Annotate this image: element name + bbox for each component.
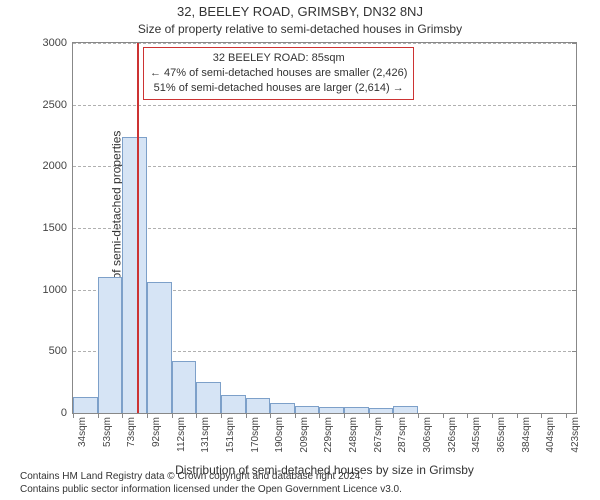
- histogram-bar: [246, 398, 271, 413]
- x-tick-label: 209sqm: [299, 417, 310, 465]
- x-tick-label: 92sqm: [151, 417, 162, 465]
- x-tick-label: 170sqm: [250, 417, 261, 465]
- histogram-bar: [344, 407, 369, 413]
- x-tick-label: 131sqm: [200, 417, 211, 465]
- y-tick-label: 0: [61, 407, 73, 419]
- x-tick-label: 326sqm: [447, 417, 458, 465]
- x-tick-label: 384sqm: [521, 417, 532, 465]
- y-tick-label: 2500: [43, 99, 73, 111]
- page-title: 32, BEELEY ROAD, GRIMSBY, DN32 8NJ: [0, 4, 600, 19]
- histogram-bar: [221, 395, 246, 414]
- x-tick-label: 345sqm: [471, 417, 482, 465]
- histogram-bar: [147, 282, 172, 413]
- x-tick-label: 287sqm: [397, 417, 408, 465]
- y-tick-label: 1000: [43, 284, 73, 296]
- annotation-line: 32 BEELEY ROAD: 85sqm: [150, 51, 407, 66]
- x-tick-label: 404sqm: [545, 417, 556, 465]
- grid-line: [73, 228, 576, 229]
- histogram-bar: [319, 407, 344, 413]
- histogram-bar: [122, 137, 147, 413]
- x-tick-label: 151sqm: [225, 417, 236, 465]
- y-tick-label: 500: [49, 345, 73, 357]
- attribution-footer: Contains HM Land Registry data © Crown c…: [20, 470, 402, 496]
- chart-subtitle: Size of property relative to semi-detach…: [0, 22, 600, 36]
- x-tick-label: 423sqm: [570, 417, 581, 465]
- footer-line-2: Contains public sector information licen…: [20, 483, 402, 496]
- histogram-bar: [98, 277, 123, 413]
- footer-line-1: Contains HM Land Registry data © Crown c…: [20, 470, 402, 483]
- reference-line: [137, 43, 139, 413]
- annotation-line: ← 47% of semi-detached houses are smalle…: [150, 66, 407, 81]
- chart-plot-area: Number of semi-detached properties Distr…: [72, 42, 577, 414]
- y-tick-label: 2000: [43, 160, 73, 172]
- x-tick-label: 306sqm: [422, 417, 433, 465]
- histogram-bar: [196, 382, 221, 413]
- x-tick-label: 53sqm: [102, 417, 113, 465]
- x-tick-label: 190sqm: [274, 417, 285, 465]
- x-tick-label: 267sqm: [373, 417, 384, 465]
- x-tick-label: 248sqm: [348, 417, 359, 465]
- x-tick-label: 112sqm: [176, 417, 187, 465]
- histogram-bar: [172, 361, 197, 413]
- x-tick-label: 229sqm: [323, 417, 334, 465]
- x-tick-label: 365sqm: [496, 417, 507, 465]
- grid-line: [73, 43, 576, 44]
- grid-line: [73, 166, 576, 167]
- annotation-line: 51% of semi-detached houses are larger (…: [150, 81, 407, 96]
- y-tick-label: 1500: [43, 222, 73, 234]
- histogram-bar: [393, 406, 418, 413]
- grid-line: [73, 105, 576, 106]
- y-tick-label: 3000: [43, 37, 73, 49]
- x-tick-label: 34sqm: [77, 417, 88, 465]
- histogram-bar: [73, 397, 98, 413]
- histogram-bar: [270, 403, 295, 413]
- x-tick-label: 73sqm: [126, 417, 137, 465]
- histogram-bar: [369, 408, 394, 413]
- histogram-bar: [295, 406, 320, 413]
- annotation-box: 32 BEELEY ROAD: 85sqm← 47% of semi-detac…: [143, 47, 414, 100]
